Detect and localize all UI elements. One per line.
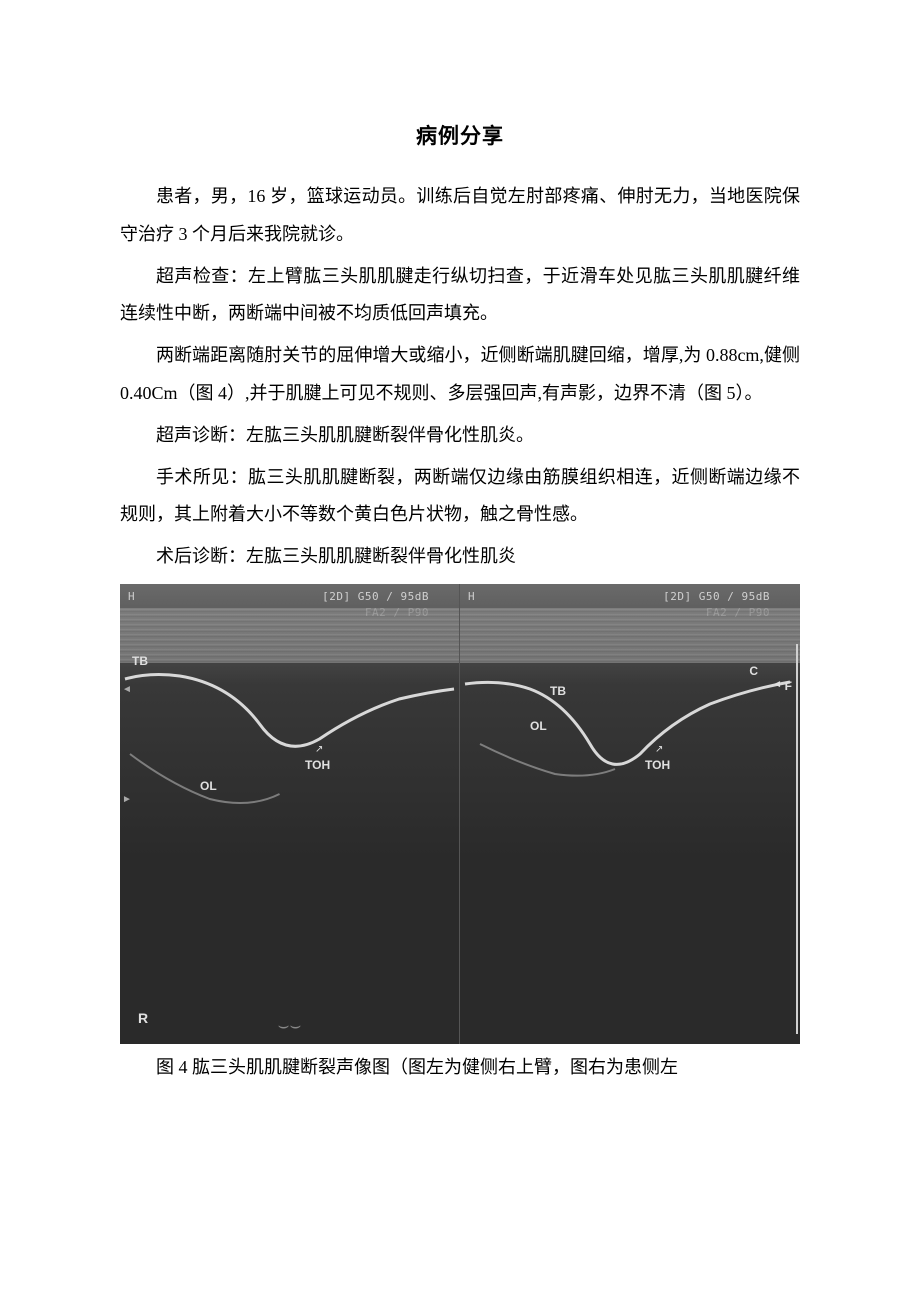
us-label-f-right: F [785,679,792,693]
us-panel-left: H [2D] G50 / 95dB FA2 / P90 TB OL ↗ TOH … [120,584,460,1044]
us-depth-line [796,644,798,1034]
us-marker-right: H [468,590,475,603]
us-label-tb-right: TB [550,684,566,698]
page-title: 病例分享 [120,120,800,150]
paragraph-5: 手术所见：肱三头肌肌腱断裂，两断端仅边缘由筋膜组织相连，近侧断端边缘不规则，其上… [120,459,800,535]
us-header-right-1: [2D] G50 / 95dB [663,590,770,603]
us-panel-right: H [2D] G50 / 95dB FA2 / P90 TB OL ↗ TOH … [460,584,800,1044]
us-bottom-icon: ⌣⌣ [278,1015,302,1036]
figure-caption: 图 4 肱三头肌肌腱断裂声像图（图左为健侧右上臂，图右为患侧左 [120,1050,800,1084]
us-side-marker-1: ◄ [122,684,132,695]
us-label-c-right: C [749,664,758,678]
us-label-ol-right: OL [530,719,547,733]
paragraph-2: 超声检查：左上臂肱三头肌肌腱走行纵切扫查，于近滑车处见肱三头肌肌腱纤维连续性中断… [120,258,800,334]
ultrasound-image: H [2D] G50 / 95dB FA2 / P90 TB OL ↗ TOH … [120,584,800,1044]
paragraph-6: 术后诊断：左肱三头肌肌腱断裂伴骨化性肌炎 [120,538,800,576]
us-arrow-left: ↗ [315,744,323,755]
us-header-left-1: [2D] G50 / 95dB [322,590,429,603]
us-label-tb-left: TB [132,654,148,668]
us-label-toh-left: TOH [305,758,330,772]
us-label-toh-right: TOH [645,758,670,772]
paragraph-4: 超声诊断：左肱三头肌肌腱断裂伴骨化性肌炎。 [120,417,800,455]
us-label-ol-left: OL [200,779,217,793]
ultrasound-figure: H [2D] G50 / 95dB FA2 / P90 TB OL ↗ TOH … [120,584,800,1084]
us-corner-r: R [138,1010,148,1026]
us-arrow-right: ↗ [655,744,663,755]
paragraph-3: 两断端距离随肘关节的屈伸增大或缩小，近侧断端肌腱回缩，增厚,为 0.88cm,健… [120,337,800,413]
us-marker-left: H [128,590,135,603]
us-side-marker-2: ► [122,794,132,805]
us-tissue-left [120,608,459,663]
us-arrow-f: ◄ [772,679,782,690]
us-tissue-right [460,608,800,663]
paragraph-1: 患者，男，16 岁，篮球运动员。训练后自觉左肘部疼痛、伸肘无力，当地医院保守治疗… [120,178,800,254]
